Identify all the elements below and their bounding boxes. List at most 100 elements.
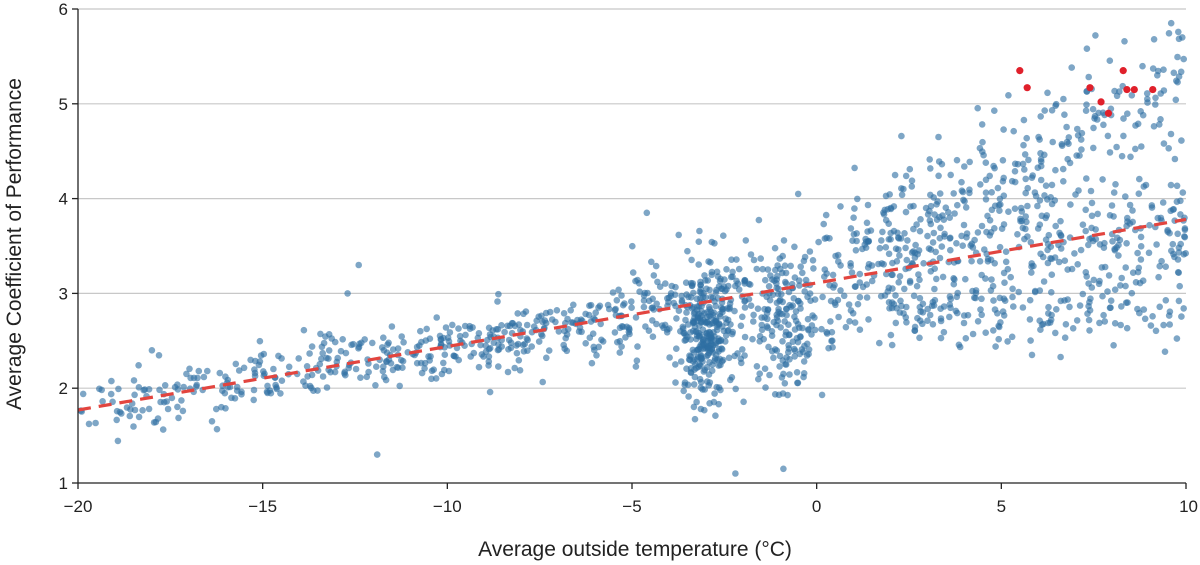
data-point <box>1040 278 1048 285</box>
data-point <box>1121 38 1128 45</box>
data-point <box>684 321 692 328</box>
data-point <box>1005 208 1012 215</box>
data-point <box>495 363 502 370</box>
data-point <box>979 148 986 155</box>
data-point <box>1162 263 1169 271</box>
data-point <box>1117 282 1124 289</box>
data-point <box>698 308 705 315</box>
data-point <box>535 338 543 345</box>
data-point <box>1161 348 1169 356</box>
data-point <box>521 340 528 348</box>
data-point <box>1179 34 1186 41</box>
data-point <box>616 349 624 356</box>
data-point <box>442 324 450 331</box>
data-point <box>708 271 715 279</box>
data-point <box>462 331 469 339</box>
data-point <box>611 329 619 336</box>
data-point <box>925 245 933 252</box>
data-point <box>895 279 902 286</box>
data-point <box>1106 57 1114 64</box>
data-point <box>852 247 860 254</box>
data-point <box>417 359 425 367</box>
data-point <box>935 158 943 165</box>
data-point <box>902 244 909 252</box>
data-point <box>238 388 245 396</box>
data-point <box>1000 295 1008 303</box>
data-point <box>345 364 353 372</box>
data-point <box>1023 218 1030 226</box>
data-point <box>746 281 754 288</box>
data-point <box>1048 181 1056 189</box>
data-point <box>589 330 597 338</box>
data-point <box>1090 124 1097 132</box>
data-point <box>988 206 996 214</box>
data-point <box>662 280 669 287</box>
data-point <box>811 314 818 321</box>
data-point <box>937 334 945 342</box>
data-point <box>331 338 339 346</box>
data-point <box>433 314 441 321</box>
data-point <box>946 313 953 321</box>
data-point <box>399 364 406 372</box>
data-point <box>1114 234 1121 242</box>
data-point <box>856 270 864 278</box>
data-point <box>720 232 727 239</box>
data-point <box>786 356 793 363</box>
data-point <box>996 195 1004 203</box>
data-point <box>779 338 786 345</box>
data-point <box>486 344 494 352</box>
data-point <box>990 297 997 304</box>
data-point <box>1166 321 1173 328</box>
data-point <box>1060 178 1067 185</box>
data-point <box>1052 329 1059 337</box>
data-point <box>520 310 527 318</box>
data-point <box>729 268 736 276</box>
data-point <box>764 315 771 323</box>
data-point <box>1152 101 1159 108</box>
data-point <box>821 273 828 281</box>
data-point <box>991 225 998 232</box>
data-point <box>1034 202 1041 210</box>
data-point <box>697 278 704 286</box>
data-point <box>990 162 997 170</box>
data-point <box>1004 338 1011 345</box>
data-point <box>853 230 860 237</box>
data-point <box>778 290 785 298</box>
data-point <box>1024 202 1031 210</box>
data-point <box>791 243 798 251</box>
data-point <box>1071 250 1078 257</box>
data-point <box>1083 45 1091 52</box>
data-point <box>961 198 968 205</box>
data-point <box>801 288 808 295</box>
data-point <box>1055 258 1063 266</box>
data-point <box>504 322 511 330</box>
data-point <box>863 219 871 227</box>
data-point <box>621 300 628 307</box>
data-point <box>400 339 407 346</box>
data-point <box>507 339 515 347</box>
data-point <box>251 372 259 380</box>
data-point <box>1058 140 1066 148</box>
data-point <box>1043 212 1051 219</box>
data-point <box>920 260 927 267</box>
data-point <box>799 269 806 277</box>
data-point <box>1122 264 1129 271</box>
data-point <box>609 289 617 296</box>
data-point <box>175 414 182 422</box>
data-point <box>1026 296 1034 304</box>
data-point <box>989 282 997 290</box>
data-point <box>183 370 190 378</box>
data-point <box>756 332 764 340</box>
data-point <box>917 216 924 223</box>
data-point <box>163 398 170 405</box>
data-point <box>897 297 904 305</box>
data-point <box>1036 197 1044 204</box>
data-point <box>986 172 993 180</box>
data-point <box>1181 225 1189 232</box>
data-point <box>131 406 139 414</box>
data-point <box>683 365 690 373</box>
data-point <box>946 235 954 242</box>
data-point <box>958 178 965 186</box>
data-point <box>974 104 981 112</box>
data-point <box>820 220 827 228</box>
